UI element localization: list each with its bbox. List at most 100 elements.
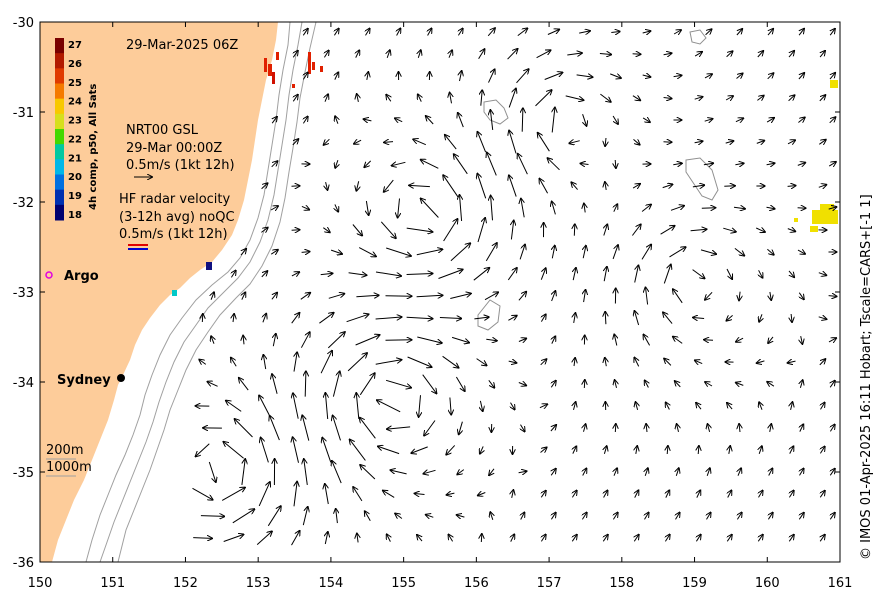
current-arrow [355, 335, 380, 346]
current-arrow [293, 51, 298, 58]
current-arrow [480, 400, 482, 411]
current-arrow [518, 383, 526, 386]
current-arrow [729, 446, 730, 454]
current-arrow [327, 332, 345, 349]
current-arrow [356, 181, 358, 190]
colorbar-label: 27 [68, 40, 82, 51]
current-arrow [231, 271, 235, 278]
current-arrow [673, 163, 682, 164]
current-arrow [261, 438, 269, 463]
current-arrow [455, 376, 464, 391]
current-arrow [364, 119, 372, 121]
current-arrow [695, 360, 703, 363]
current-arrow [759, 314, 762, 321]
current-arrow [646, 288, 648, 305]
contour-1000m [99, 22, 303, 562]
current-arrow [416, 249, 443, 256]
current-arrow [676, 468, 679, 476]
current-arrow [799, 513, 804, 520]
current-arrow [582, 513, 586, 520]
current-arrow [267, 506, 281, 527]
x-tick-label: 160 [755, 576, 780, 591]
current-arrow [632, 184, 640, 188]
current-arrow [384, 179, 394, 192]
current-arrow [694, 141, 703, 143]
current-arrow [611, 32, 619, 33]
current-arrow [830, 381, 835, 388]
current-arrow [666, 490, 670, 498]
credit-text: © IMOS 01-Apr-2025 16:11 Hobart; Tscale=… [859, 194, 874, 560]
current-arrow [759, 270, 763, 277]
current-arrow [552, 291, 556, 302]
current-arrow [291, 531, 300, 546]
current-arrow [478, 132, 487, 153]
current-arrow [522, 108, 523, 132]
current-arrow [334, 29, 338, 36]
current-arrow [727, 535, 732, 542]
current-arrow [486, 339, 497, 341]
current-arrow [636, 446, 637, 454]
current-arrow [766, 118, 774, 122]
current-arrow [199, 360, 207, 365]
current-arrow [673, 75, 682, 76]
current-arrow [584, 424, 586, 432]
current-arrow [418, 94, 422, 102]
current-arrow [665, 535, 669, 542]
current-arrow [330, 250, 342, 254]
current-arrow [301, 206, 309, 209]
current-arrow [540, 179, 549, 194]
current-arrow [450, 243, 470, 262]
current-arrow [519, 245, 525, 260]
current-arrow [541, 535, 545, 542]
current-arrow [800, 469, 804, 476]
current-arrow [223, 535, 244, 542]
hf-line1: HF radar velocity [119, 192, 231, 207]
current-arrow [424, 420, 436, 436]
current-arrow [360, 418, 376, 439]
current-arrow [485, 243, 497, 262]
current-arrow [407, 356, 432, 367]
current-arrow [641, 245, 651, 260]
current-arrow [705, 291, 713, 299]
current-arrow [581, 164, 589, 165]
current-arrow [787, 140, 795, 144]
current-arrow [445, 135, 457, 150]
colorbar-swatch [55, 83, 64, 100]
current-arrow [193, 538, 212, 539]
current-arrow [666, 403, 670, 410]
current-arrow [303, 117, 307, 124]
current-arrow [192, 487, 213, 499]
current-arrow [395, 118, 403, 121]
current-arrow [789, 270, 794, 277]
current-arrow [633, 139, 640, 144]
x-tick-label: 153 [246, 576, 271, 591]
current-arrow [416, 295, 443, 296]
current-arrow [421, 199, 439, 218]
current-arrow [739, 291, 740, 301]
current-arrow [261, 228, 267, 233]
current-arrow [788, 361, 796, 363]
current-arrow [535, 90, 552, 107]
current-arrow [788, 95, 795, 102]
colorbar-label: 20 [68, 172, 82, 183]
current-arrow [476, 358, 487, 366]
current-arrow [579, 31, 590, 33]
colorbar-label: 19 [68, 191, 82, 202]
current-arrow [233, 314, 234, 323]
current-arrow [261, 183, 268, 190]
current-arrow [636, 402, 638, 411]
colorbar-swatch [55, 129, 64, 145]
current-arrow [536, 50, 551, 59]
current-arrow [673, 337, 683, 344]
current-arrow [239, 378, 249, 391]
current-arrow [458, 29, 462, 36]
current-arrow [320, 273, 333, 274]
y-tick-label: -31 [13, 106, 34, 121]
current-arrow [738, 468, 741, 476]
current-arrow [615, 380, 617, 389]
colorbar-swatch [55, 68, 64, 84]
current-arrow [508, 89, 516, 108]
current-arrow [766, 207, 775, 209]
current-arrow [830, 469, 835, 476]
current-arrow [707, 468, 710, 476]
